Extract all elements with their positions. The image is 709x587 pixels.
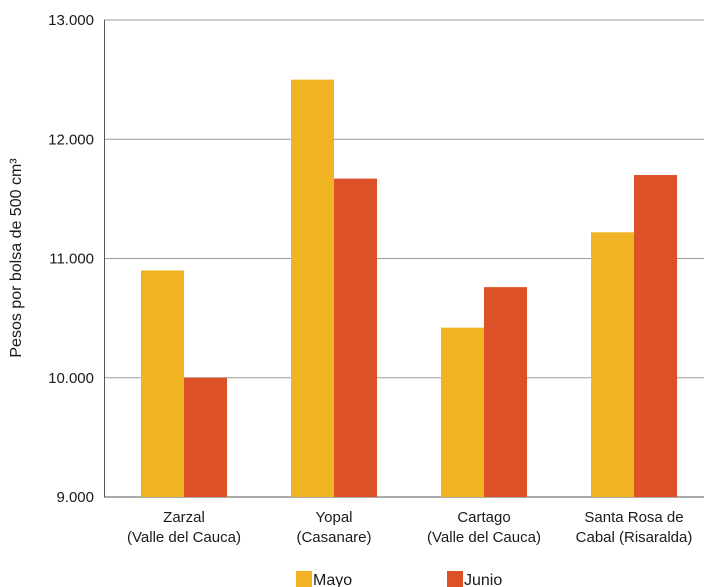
legend-swatch-mayo [296, 571, 312, 587]
bar-junio [634, 175, 677, 497]
bar-mayo [291, 79, 334, 497]
y-tick-label: 13.000 [48, 12, 94, 29]
y-tick-label: 11.000 [49, 251, 94, 268]
category-label: Cabal (Risaralda) [576, 529, 693, 546]
category-labels: Zarzal (Valle del Cauca) Yopal (Casanare) Ca… [127, 509, 692, 546]
y-tick-labels: 9.000 10.000 11.000 12.000 13.000 [48, 12, 94, 506]
y-tick-label: 9.000 [56, 489, 94, 506]
legend-swatch-junio [447, 571, 463, 587]
category-label: Yopal [316, 509, 353, 526]
bar-junio [184, 377, 227, 497]
y-axis-title: Pesos por bolsa de 500 cm³ [8, 158, 25, 358]
y-tick-label: 10.000 [48, 370, 94, 387]
category-label: (Casanare) [296, 529, 371, 546]
category-label: (Valle del Cauca) [127, 529, 241, 546]
bar-mayo [141, 270, 184, 497]
bar-mayo [441, 327, 484, 497]
category-label: Cartago [457, 509, 510, 526]
category-label: (Valle del Cauca) [427, 529, 541, 546]
legend: Mayo Junio [296, 571, 502, 587]
category-label: Zarzal [163, 509, 205, 526]
bar-junio [334, 178, 377, 498]
bar-junio [484, 287, 527, 497]
bars [141, 79, 677, 498]
y-tick-label: 12.000 [48, 131, 94, 148]
legend-label-mayo: Mayo [313, 572, 352, 587]
legend-label-junio: Junio [464, 572, 502, 587]
bar-mayo [591, 232, 634, 497]
category-label: Santa Rosa de [584, 509, 683, 526]
